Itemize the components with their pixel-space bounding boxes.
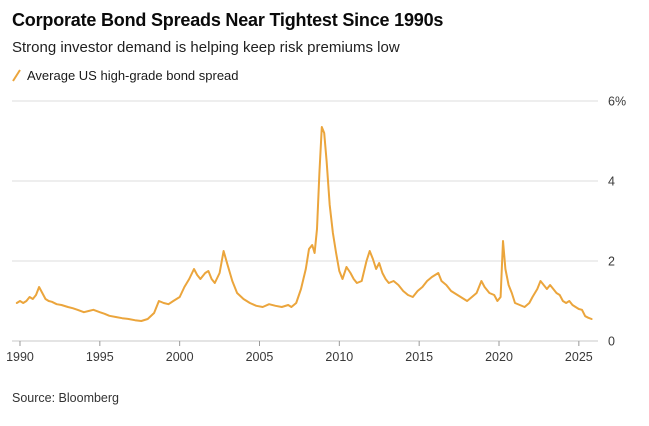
chart-header: Corporate Bond Spreads Near Tightest Sin… (0, 0, 649, 57)
y-tick-label: 6% (608, 95, 626, 109)
chart-title: Corporate Bond Spreads Near Tightest Sin… (12, 10, 444, 30)
y-tick-label: 0 (608, 335, 615, 349)
x-tick-label: 1995 (86, 350, 114, 364)
y-axis: 0 2 4 6% (608, 95, 626, 349)
x-tick-label: 2005 (246, 350, 274, 364)
x-tick-label: 2000 (166, 350, 194, 364)
chart-subtitle: Strong investor demand is helping keep r… (12, 38, 400, 56)
chart-area: 1990 1995 2000 2005 2010 2015 2020 2025 0 2 4 6% (0, 85, 649, 377)
x-tick-label: 2025 (565, 350, 593, 364)
x-tick-label: 2010 (325, 350, 353, 364)
y-tick-label: 4 (608, 175, 615, 189)
y-tick-label: 2 (608, 255, 615, 269)
series-marker-icon (12, 69, 21, 82)
x-axis: 1990 1995 2000 2005 2010 2015 2020 2025 (6, 341, 593, 364)
x-tick-label: 2015 (405, 350, 433, 364)
gridlines (12, 100, 598, 342)
legend-label: Average US high-grade bond spread (27, 68, 239, 84)
bond-spread-line (15, 126, 593, 323)
chart-legend: Average US high-grade bond spread (12, 68, 635, 83)
x-tick-label: 2020 (485, 350, 513, 364)
series-layer (15, 126, 593, 323)
spread-line-chart: 1990 1995 2000 2005 2010 2015 2020 2025 0 2 4 6% (6, 95, 626, 365)
source-attribution: Source: Bloomberg (12, 391, 120, 406)
x-tick-label: 1990 (6, 350, 34, 364)
